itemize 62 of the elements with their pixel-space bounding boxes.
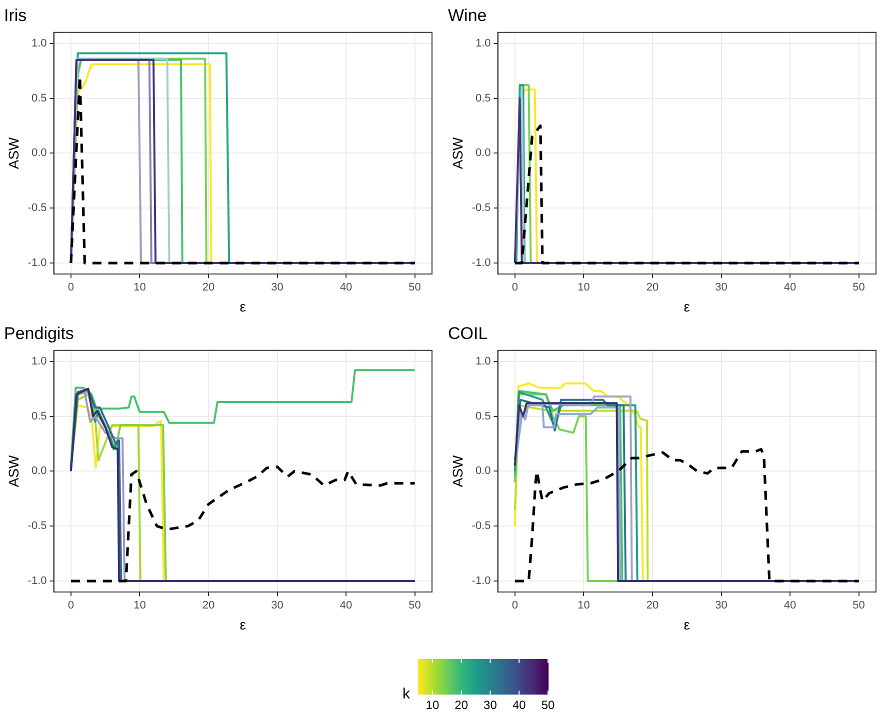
color-bar-label: 50 bbox=[541, 698, 555, 712]
x-tick-label: 30 bbox=[271, 600, 284, 612]
x-axis-title: ε bbox=[240, 616, 246, 632]
x-tick-label: 40 bbox=[784, 282, 796, 294]
x-tick-label: 30 bbox=[715, 600, 728, 612]
y-tick-label: -1.0 bbox=[472, 575, 491, 588]
x-tick-label: 20 bbox=[646, 600, 659, 612]
y-tick-label: 0.0 bbox=[31, 465, 47, 478]
y-tick-label: 1.0 bbox=[31, 37, 47, 50]
x-tick-label: 0 bbox=[512, 600, 518, 612]
y-tick-label: 0.5 bbox=[31, 92, 47, 104]
y-axis-title: ASW bbox=[449, 136, 466, 170]
x-tick-label: 40 bbox=[340, 600, 352, 612]
color-bar-title: k bbox=[402, 686, 410, 703]
y-tick-label: -0.5 bbox=[28, 202, 47, 214]
x-tick-label: 50 bbox=[408, 600, 421, 612]
x-tick-label: 0 bbox=[512, 282, 518, 294]
chart-title: Wine bbox=[448, 6, 487, 25]
y-tick-label: 0.0 bbox=[475, 465, 491, 478]
y-tick-label: -0.5 bbox=[472, 202, 491, 214]
x-tick-label: 20 bbox=[202, 600, 215, 612]
color-bar-label: 20 bbox=[454, 698, 468, 712]
x-tick-label: 10 bbox=[134, 600, 146, 612]
y-tick-label: 1.0 bbox=[475, 355, 491, 368]
chart-title: Pendigits bbox=[4, 324, 74, 343]
y-axis-title: ASW bbox=[5, 136, 22, 170]
x-tick-label: 50 bbox=[408, 282, 421, 294]
y-tick-label: 0.5 bbox=[475, 92, 491, 104]
y-tick-label: -0.5 bbox=[472, 520, 491, 532]
x-tick-label: 20 bbox=[646, 282, 659, 294]
x-tick-label: 10 bbox=[578, 600, 590, 612]
x-tick-label: 50 bbox=[852, 282, 865, 294]
y-tick-label: 0.5 bbox=[31, 410, 47, 422]
chart-title: COIL bbox=[448, 324, 488, 343]
color-bar-label: 40 bbox=[512, 698, 526, 712]
y-tick-label: 0.0 bbox=[31, 147, 47, 160]
x-axis-title: ε bbox=[684, 298, 690, 314]
x-tick-label: 20 bbox=[202, 282, 215, 294]
y-tick-label: -1.0 bbox=[28, 257, 47, 270]
x-tick-label: 40 bbox=[784, 600, 796, 612]
y-axis-title: ASW bbox=[449, 454, 466, 488]
y-tick-label: 1.0 bbox=[31, 355, 47, 368]
x-tick-label: 10 bbox=[134, 282, 146, 294]
y-tick-label: -1.0 bbox=[472, 257, 491, 270]
x-tick-label: 30 bbox=[271, 282, 284, 294]
color-bar-label: 10 bbox=[426, 698, 440, 712]
x-tick-label: 0 bbox=[68, 600, 74, 612]
chart-title: Iris bbox=[4, 6, 27, 25]
x-tick-label: 40 bbox=[340, 282, 352, 294]
x-axis-title: ε bbox=[684, 616, 690, 632]
x-tick-label: 50 bbox=[852, 600, 865, 612]
y-axis-title: ASW bbox=[5, 454, 22, 488]
x-tick-label: 0 bbox=[68, 282, 74, 294]
y-tick-label: 0.0 bbox=[475, 147, 491, 160]
y-tick-label: -0.5 bbox=[28, 520, 47, 532]
y-tick-label: -1.0 bbox=[28, 575, 47, 588]
x-tick-label: 30 bbox=[715, 282, 728, 294]
y-tick-label: 0.5 bbox=[475, 410, 491, 422]
y-tick-label: 1.0 bbox=[475, 37, 491, 50]
x-axis-title: ε bbox=[240, 298, 246, 314]
x-tick-label: 10 bbox=[578, 282, 590, 294]
color-bar-label: 30 bbox=[484, 698, 498, 712]
